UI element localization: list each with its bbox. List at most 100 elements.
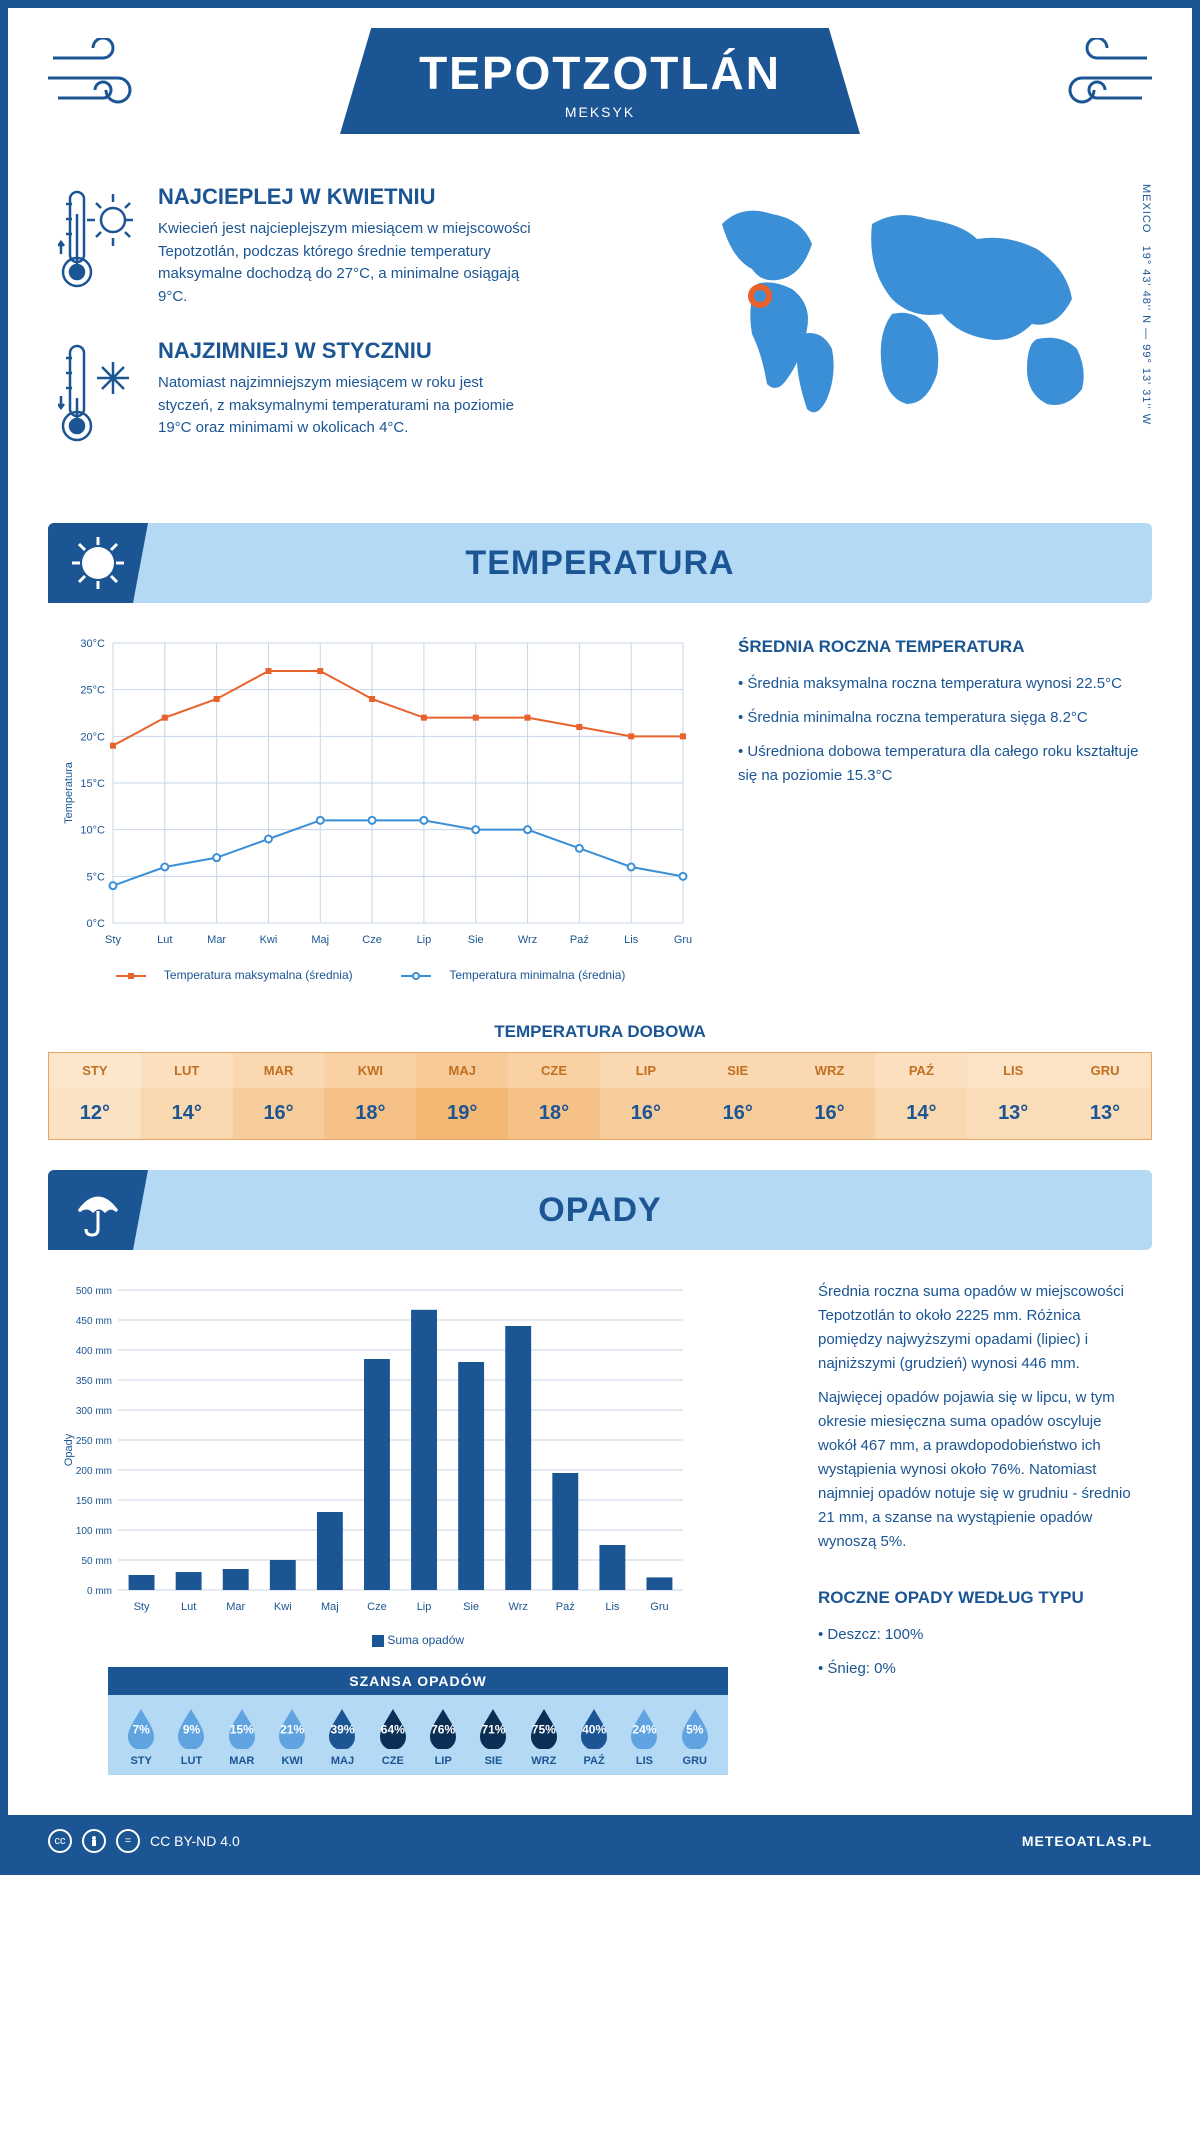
svg-text:Lip: Lip bbox=[417, 1601, 432, 1613]
svg-text:Paź: Paź bbox=[556, 1601, 575, 1613]
chance-col: 40%PAŹ bbox=[569, 1707, 619, 1767]
svg-text:100 mm: 100 mm bbox=[76, 1526, 112, 1537]
svg-text:Lis: Lis bbox=[624, 934, 639, 946]
svg-text:Lis: Lis bbox=[605, 1601, 620, 1613]
daily-col: CZE18° bbox=[508, 1053, 600, 1139]
chance-col: 7%STY bbox=[116, 1707, 166, 1767]
coldest-text: Natomiast najzimniejszym miesiącem w rok… bbox=[158, 372, 538, 440]
svg-text:Lip: Lip bbox=[417, 934, 432, 946]
warmest-title: NAJCIEPLEJ W KWIETNIU bbox=[158, 184, 538, 210]
svg-text:Sie: Sie bbox=[463, 1601, 479, 1613]
daily-col: KWI18° bbox=[324, 1053, 416, 1139]
svg-text:350 mm: 350 mm bbox=[76, 1376, 112, 1387]
page: TEPOTZOTLÁN MEKSYK NAJCIEPLEJ W KWIETNIU… bbox=[0, 0, 1200, 1875]
svg-text:Lut: Lut bbox=[157, 934, 172, 946]
precipitation-content: 0 mm50 mm100 mm150 mm200 mm250 mm300 mm3… bbox=[8, 1270, 1192, 1815]
wind-icon-left bbox=[48, 38, 158, 123]
coldest-title: NAJZIMNIEJ W STYCZNIU bbox=[158, 338, 538, 364]
chance-col: 71%SIE bbox=[468, 1707, 518, 1767]
temp-summary-title: ŚREDNIA ROCZNA TEMPERATURA bbox=[738, 633, 1142, 660]
site-name: METEOATLAS.PL bbox=[1022, 1833, 1152, 1849]
svg-text:250 mm: 250 mm bbox=[76, 1436, 112, 1447]
svg-text:0°C: 0°C bbox=[87, 918, 106, 930]
daily-col: LUT14° bbox=[141, 1053, 233, 1139]
daily-col: MAR16° bbox=[233, 1053, 325, 1139]
daily-col: SIE16° bbox=[692, 1053, 784, 1139]
intro-section: NAJCIEPLEJ W KWIETNIU Kwiecień jest najc… bbox=[8, 164, 1192, 513]
svg-text:150 mm: 150 mm bbox=[76, 1496, 112, 1507]
precipitation-chart: 0 mm50 mm100 mm150 mm200 mm250 mm300 mm3… bbox=[58, 1280, 778, 1785]
svg-text:Opady: Opady bbox=[63, 1433, 75, 1466]
daily-temp-table: STY12°LUT14°MAR16°KWI18°MAJ19°CZE18°LIP1… bbox=[48, 1052, 1152, 1140]
daily-col: WRZ16° bbox=[784, 1053, 876, 1139]
chance-col: 15%MAR bbox=[217, 1707, 267, 1767]
temp-legend: Temperatura maksymalna (średnia) Tempera… bbox=[58, 968, 698, 982]
by-icon bbox=[82, 1829, 106, 1853]
temperature-heading: TEMPERATURA bbox=[48, 544, 1152, 583]
chance-col: 21%KWI bbox=[267, 1707, 317, 1767]
svg-text:Kwi: Kwi bbox=[274, 1601, 292, 1613]
chance-table: SZANSA OPADÓW 7%STY9%LUT15%MAR21%KWI39%M… bbox=[108, 1667, 728, 1775]
precip-type-title: ROCZNE OPADY WEDŁUG TYPU bbox=[818, 1584, 1142, 1611]
svg-text:Maj: Maj bbox=[311, 934, 329, 946]
svg-text:Cze: Cze bbox=[367, 1601, 387, 1613]
wind-icon-right bbox=[1042, 38, 1152, 123]
svg-text:Wrz: Wrz bbox=[509, 1601, 528, 1613]
svg-text:Sty: Sty bbox=[134, 1601, 150, 1613]
warmest-text: Kwiecień jest najcieplejszym miesiącem w… bbox=[158, 218, 538, 308]
thermometer-snow-icon bbox=[58, 338, 138, 453]
daily-col: GRU13° bbox=[1059, 1053, 1151, 1139]
svg-text:Paź: Paź bbox=[570, 934, 589, 946]
daily-temp-title: TEMPERATURA DOBOWA bbox=[8, 1022, 1192, 1042]
svg-text:10°C: 10°C bbox=[80, 825, 105, 837]
chance-col: 75%WRZ bbox=[519, 1707, 569, 1767]
temperature-content: 0°C 5°C 10°C 15°C 20°C 25°C 30°C Sty Lut Mar Kwi Ma… bbox=[8, 623, 1192, 1012]
precip-legend: Suma opadów bbox=[58, 1633, 778, 1647]
svg-text:20°C: 20°C bbox=[80, 731, 105, 743]
daily-col: STY12° bbox=[49, 1053, 141, 1139]
coldest-block: NAJZIMNIEJ W STYCZNIU Natomiast najzimni… bbox=[58, 338, 642, 453]
daily-col: LIP16° bbox=[600, 1053, 692, 1139]
svg-text:Mar: Mar bbox=[207, 934, 226, 946]
daily-col: MAJ19° bbox=[416, 1053, 508, 1139]
title-banner: TEPOTZOTLÁN MEKSYK bbox=[340, 28, 860, 134]
svg-text:Wrz: Wrz bbox=[518, 934, 537, 946]
precipitation-summary: Średnia roczna suma opadów w miejscowośc… bbox=[818, 1280, 1142, 1785]
city-title: TEPOTZOTLÁN bbox=[340, 46, 860, 100]
chance-title: SZANSA OPADÓW bbox=[108, 1667, 728, 1695]
chance-col: 9%LUT bbox=[166, 1707, 216, 1767]
svg-text:450 mm: 450 mm bbox=[76, 1316, 112, 1327]
svg-text:200 mm: 200 mm bbox=[76, 1466, 112, 1477]
sun-icon bbox=[48, 523, 148, 603]
svg-text:25°C: 25°C bbox=[80, 685, 105, 697]
svg-text:50 mm: 50 mm bbox=[81, 1556, 112, 1567]
svg-text:Maj: Maj bbox=[321, 1601, 339, 1613]
daily-col: LIS13° bbox=[967, 1053, 1059, 1139]
svg-text:Cze: Cze bbox=[362, 934, 382, 946]
svg-text:Sty: Sty bbox=[105, 934, 121, 946]
warmest-block: NAJCIEPLEJ W KWIETNIU Kwiecień jest najc… bbox=[58, 184, 642, 308]
temperature-chart: 0°C 5°C 10°C 15°C 20°C 25°C 30°C Sty Lut Mar Kwi Ma… bbox=[58, 633, 698, 982]
world-map: MEXICO 19° 43' 48'' N — 99° 13' 31'' W bbox=[682, 184, 1142, 483]
svg-text:Gru: Gru bbox=[650, 1601, 668, 1613]
svg-text:Sie: Sie bbox=[468, 934, 484, 946]
chance-col: 76%LIP bbox=[418, 1707, 468, 1767]
license: cc = CC BY-ND 4.0 bbox=[48, 1829, 240, 1853]
nd-icon: = bbox=[116, 1829, 140, 1853]
daily-col: PAŹ14° bbox=[875, 1053, 967, 1139]
svg-text:15°C: 15°C bbox=[80, 778, 105, 790]
svg-text:Mar: Mar bbox=[226, 1601, 245, 1613]
temperature-section-header: TEMPERATURA bbox=[48, 523, 1152, 603]
chance-col: 5%GRU bbox=[670, 1707, 720, 1767]
footer: cc = CC BY-ND 4.0 METEOATLAS.PL bbox=[8, 1815, 1192, 1867]
svg-text:500 mm: 500 mm bbox=[76, 1286, 112, 1297]
svg-text:Kwi: Kwi bbox=[260, 934, 278, 946]
svg-text:0 mm: 0 mm bbox=[87, 1586, 112, 1597]
svg-text:5°C: 5°C bbox=[87, 871, 106, 883]
chance-col: 39%MAJ bbox=[317, 1707, 367, 1767]
chance-col: 24%LIS bbox=[619, 1707, 669, 1767]
temperature-summary: ŚREDNIA ROCZNA TEMPERATURA • Średnia mak… bbox=[738, 633, 1142, 982]
header: TEPOTZOTLÁN MEKSYK bbox=[8, 8, 1192, 164]
precipitation-section-header: OPADY bbox=[48, 1170, 1152, 1250]
svg-text:30°C: 30°C bbox=[80, 638, 105, 650]
